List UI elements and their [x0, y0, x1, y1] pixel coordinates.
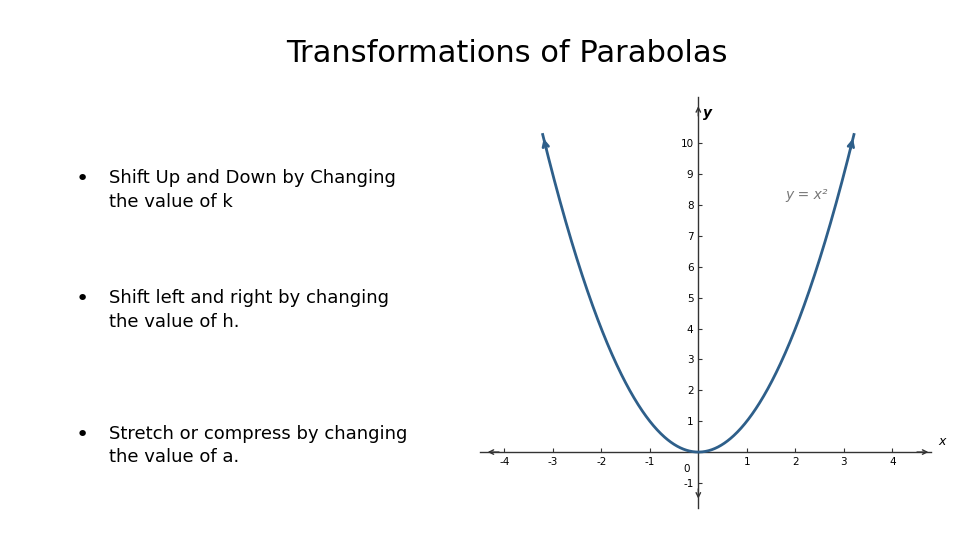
Text: Stretch or compress by changing
the value of a.: Stretch or compress by changing the valu…: [109, 425, 408, 467]
Text: Shift Up and Down by Changing
the value of k: Shift Up and Down by Changing the value …: [109, 169, 396, 211]
Text: y: y: [703, 106, 711, 120]
Text: Transformations of Parabolas: Transformations of Parabolas: [286, 39, 727, 69]
Text: y = x²: y = x²: [785, 188, 828, 202]
Text: Shift left and right by changing
the value of h.: Shift left and right by changing the val…: [109, 289, 390, 330]
Text: •: •: [76, 425, 89, 445]
Text: •: •: [76, 169, 89, 189]
Text: •: •: [76, 289, 89, 309]
Text: 0: 0: [683, 464, 689, 474]
Text: x: x: [939, 435, 946, 448]
